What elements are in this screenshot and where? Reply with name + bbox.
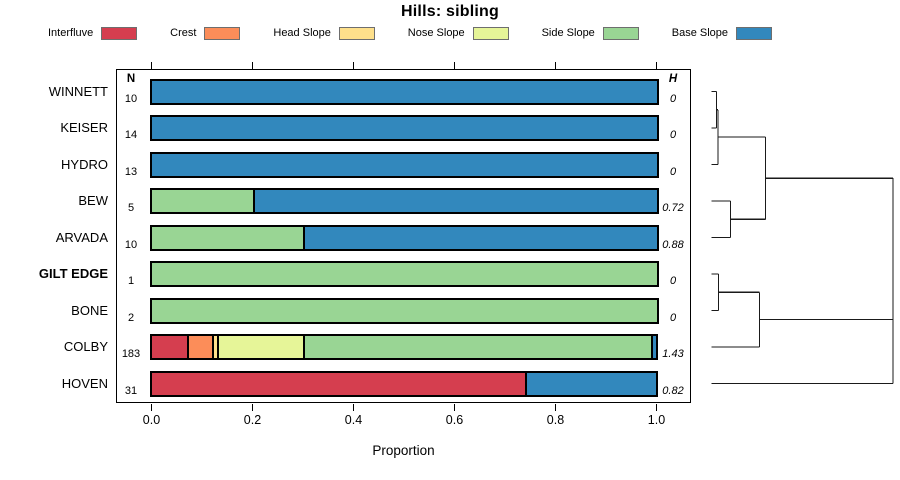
legend-color-swatch	[472, 26, 509, 40]
row-label: ARVADA	[55, 229, 108, 245]
row-label: HOVEN	[61, 375, 108, 391]
axis-tick-label: 1.0	[647, 413, 666, 427]
bar-segment	[252, 188, 659, 214]
n-count-value: 14	[124, 129, 138, 141]
n-count-value: 10	[124, 92, 138, 105]
row-label: GILT EDGE	[38, 266, 108, 281]
legend: Interfluve Crest Head Slope Nose Slope Side …	[48, 25, 772, 41]
bar-segment	[149, 261, 659, 287]
row-label: COLBY	[63, 339, 108, 354]
row-label: WINNETT	[48, 83, 108, 99]
legend-color-swatch	[204, 26, 241, 40]
n-count-value: 1	[127, 275, 135, 287]
axis-tick	[655, 404, 658, 411]
axis-tick-label: 0.0	[142, 413, 161, 427]
legend-color-swatch	[338, 26, 375, 40]
bar-segment	[186, 334, 215, 360]
legend-item-label: Side Slope	[541, 27, 595, 39]
axis-tick-label: 0.6	[445, 413, 464, 427]
stacked-bar	[149, 115, 659, 141]
stacked-bar	[149, 151, 659, 178]
axis-tick	[251, 62, 254, 69]
stacked-bar	[149, 261, 659, 287]
row-label: BEW	[78, 193, 108, 208]
axis-tick	[251, 404, 254, 411]
legend-item: Nose Slope	[407, 26, 509, 40]
shannon-h-value: 0	[669, 311, 677, 324]
legend-item-label: Base Slope	[671, 27, 728, 39]
legend-item-label: Nose Slope	[407, 27, 465, 39]
shannon-h-value: 0	[669, 129, 677, 141]
shannon-h-value: 0	[669, 92, 677, 105]
axis-tick	[352, 62, 355, 69]
stacked-bar	[149, 297, 659, 324]
legend-item: Side Slope	[541, 26, 639, 40]
stacked-bar	[149, 370, 659, 397]
bar-segment	[651, 334, 659, 360]
bar-segment	[149, 78, 659, 105]
bar-segment	[149, 115, 659, 141]
shannon-h-value: 0.72	[662, 202, 684, 214]
shannon-h-value: 1.43	[662, 348, 684, 360]
axis-tick	[453, 404, 456, 411]
legend-color-swatch	[602, 26, 639, 40]
bar-segment	[149, 297, 659, 324]
legend-color-swatch	[101, 26, 138, 40]
n-count-value: 13	[124, 165, 138, 178]
legend-color-swatch	[736, 26, 772, 40]
legend-item-label: Interfluve	[48, 27, 94, 39]
stacked-bar	[149, 334, 659, 360]
legend-item: Base Slope	[671, 26, 772, 40]
shannon-h-value: 0	[669, 275, 677, 287]
n-count-value: 2	[127, 311, 135, 324]
bar-segment	[149, 224, 305, 251]
axis-tick	[150, 62, 153, 69]
shannon-h-value: 0.88	[662, 238, 684, 251]
chart-title: Hills: sibling	[401, 3, 499, 20]
bar-segment	[149, 151, 659, 178]
axis-tick	[655, 62, 658, 69]
plot-area-frame	[116, 69, 691, 403]
shannon-h-value: 0	[669, 165, 677, 178]
row-label: HYDRO	[61, 156, 108, 172]
stacked-bar	[149, 78, 659, 105]
bar-segment	[217, 334, 305, 360]
stacked-bar	[149, 188, 659, 214]
h-column-header: H	[668, 73, 678, 85]
n-column-header: N	[126, 73, 136, 85]
bar-segment	[149, 188, 255, 214]
bar-segment	[302, 334, 654, 360]
axis-tick	[554, 404, 557, 411]
axis-tick-label: 0.8	[546, 413, 565, 427]
axis-tick-label: 0.2	[243, 413, 262, 427]
legend-item-label: Crest	[170, 27, 197, 39]
bar-segment	[303, 224, 659, 251]
legend-item: Head Slope	[273, 26, 375, 40]
n-count-value: 10	[124, 238, 138, 251]
row-label: BONE	[71, 302, 108, 318]
axis-tick	[453, 62, 456, 69]
legend-item-label: Head Slope	[273, 27, 331, 39]
x-axis-title: Proportion	[372, 443, 435, 458]
legend-item: Crest	[170, 26, 241, 40]
shannon-h-value: 0.82	[662, 384, 684, 397]
legend-item: Interfluve	[48, 26, 138, 40]
axis-tick-label: 0.4	[344, 413, 363, 427]
bar-segment	[149, 334, 189, 360]
axis-tick	[150, 404, 153, 411]
stacked-bar	[149, 224, 659, 251]
bar-segment	[149, 370, 528, 397]
axis-tick	[352, 404, 355, 411]
row-label: KEISER	[60, 120, 108, 135]
bar-segment	[525, 370, 659, 397]
n-count-value: 5	[127, 202, 135, 214]
axis-tick	[554, 62, 557, 69]
n-count-value: 31	[124, 384, 138, 397]
n-count-value: 183	[121, 348, 141, 360]
